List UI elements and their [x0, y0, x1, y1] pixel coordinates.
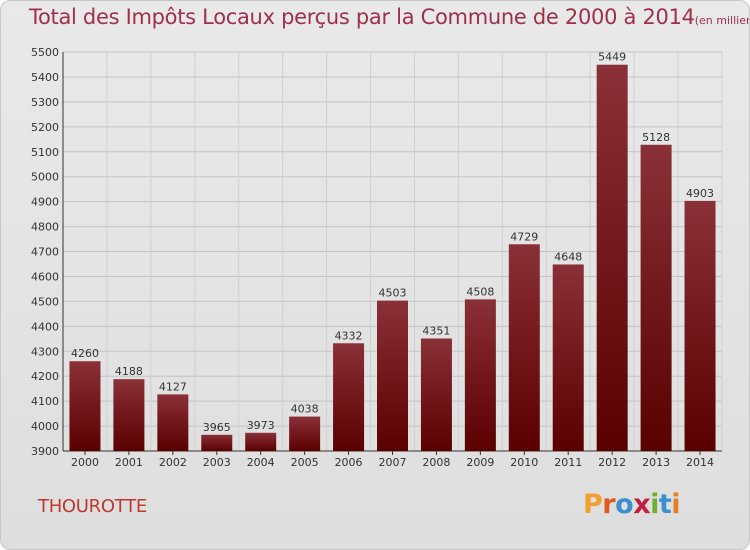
data-label-2000: 4260	[71, 347, 99, 360]
bar-2010	[508, 244, 540, 451]
data-label-2010: 4729	[510, 230, 538, 243]
x-tick-label: 2009	[466, 456, 494, 469]
axis-layer: 3900 4000 4100 4200 4300 4400 4500 4600 4700 4800…	[31, 46, 722, 469]
x-tick-label: 2006	[335, 456, 363, 469]
y-tick-label: 4000	[31, 420, 59, 433]
bar-2000	[69, 361, 101, 451]
data-label-2014: 4903	[686, 187, 714, 200]
y-tick-label: 4200	[31, 370, 59, 383]
bar-2002	[157, 394, 189, 451]
x-tick-label: 2014	[686, 456, 714, 469]
bar-layer	[69, 64, 716, 451]
data-label-2008: 4351	[422, 325, 450, 338]
x-tick-label: 2008	[422, 456, 450, 469]
x-tick-label: 2005	[291, 456, 319, 469]
y-tick-label: 4800	[31, 221, 59, 234]
x-tick-label: 2002	[159, 456, 187, 469]
chart-unit-note: (en milliers d'€)	[694, 14, 749, 27]
data-label-2009: 4508	[466, 285, 494, 298]
data-label-2002: 4127	[159, 380, 187, 393]
x-tick-label: 2012	[598, 456, 626, 469]
bar-2008	[420, 338, 452, 451]
x-tick-label: 2011	[554, 456, 582, 469]
y-tick-label: 5100	[31, 146, 59, 159]
y-tick-label: 5500	[31, 46, 59, 59]
y-tick-label: 4600	[31, 270, 59, 283]
y-tick-label: 5000	[31, 171, 59, 184]
x-tick-label: 2007	[379, 456, 407, 469]
bar-2003	[201, 434, 233, 451]
y-tick-label: 5200	[31, 121, 59, 134]
y-tick-label: 4700	[31, 246, 59, 259]
logo-letter: t	[658, 489, 672, 520]
chart-title-text: Total des Impôts Locaux perçus par la Co…	[29, 5, 695, 29]
y-tick-label: 4500	[31, 295, 59, 308]
data-label-2004: 3973	[247, 419, 275, 432]
y-tick-label: 4900	[31, 196, 59, 209]
data-label-2001: 4188	[115, 365, 143, 378]
data-label-2005: 4038	[291, 403, 319, 416]
bar-2005	[289, 416, 321, 451]
x-tick-label: 2010	[510, 456, 538, 469]
bar-2004	[245, 432, 277, 451]
y-tick-label: 4400	[31, 320, 59, 333]
logo-letter: o	[615, 489, 634, 520]
logo-letter: i	[671, 489, 681, 520]
chart-title: Total des Impôts Locaux perçus par la Co…	[29, 5, 749, 29]
bar-2001	[113, 379, 145, 451]
data-label-2003: 3965	[203, 421, 231, 434]
data-label-2012: 5449	[598, 51, 626, 64]
logo-letter: P	[583, 489, 603, 520]
data-label-2007: 4503	[379, 287, 407, 300]
x-tick-label: 2004	[247, 456, 275, 469]
commune-name: THOUROTTE	[38, 496, 147, 517]
bar-2011	[552, 264, 584, 451]
data-label-2011: 4648	[554, 250, 582, 263]
logo-letter: i	[650, 489, 659, 520]
logo-letter: x	[633, 489, 651, 520]
x-tick-label: 2013	[642, 456, 670, 469]
y-tick-label: 5400	[31, 71, 59, 84]
data-label-2006: 4332	[335, 329, 363, 342]
bar-2012	[596, 64, 628, 451]
y-tick-label: 4300	[31, 345, 59, 358]
bar-2006	[333, 343, 365, 451]
proxiti-logo: Proxiti	[583, 489, 681, 520]
bar-2013	[640, 144, 672, 451]
bar-2009	[464, 299, 496, 451]
x-tick-label: 2000	[71, 456, 99, 469]
x-tick-label: 2003	[203, 456, 231, 469]
y-tick-label: 4100	[31, 395, 59, 408]
data-label-2013: 5128	[642, 131, 670, 144]
x-tick-label: 2001	[115, 456, 143, 469]
y-tick-label: 5300	[31, 96, 59, 109]
bar-2007	[377, 300, 408, 451]
logo-letter: r	[602, 489, 616, 520]
y-tick-label: 3900	[31, 445, 59, 458]
data-label-layer: 4260 4188 4127 3965 3973 4038 4332 4503 4351 4508…	[71, 51, 714, 434]
bar-2014	[684, 200, 716, 451]
